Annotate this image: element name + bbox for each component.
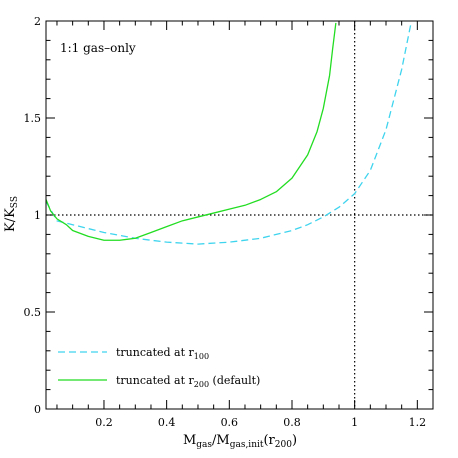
y-tick-label: 1 [34,209,41,222]
x-tick-label: 0.8 [283,416,301,429]
legend: truncated at r100 truncated at r200 (def… [58,346,260,389]
y-tick-label: 0 [34,403,41,416]
annotation-label: 1:1 gas–only [60,41,136,55]
series-line-1 [45,22,337,241]
y-axis-title: K/KSS [3,196,20,232]
series-lines [45,22,412,245]
reference-lines [46,21,433,409]
x-tick-label: 0.4 [158,416,176,429]
y-tick-label: 1.5 [24,112,42,125]
x-tick-label: 0.6 [221,416,239,429]
legend-text-truncated-r200: truncated at r200 (default) [116,374,260,389]
plot-frame [45,20,434,410]
y-tick-label: 0.5 [24,306,42,319]
x-tick-label: 1 [351,416,358,429]
y-tick-label: 2 [34,15,41,28]
legend-text-truncated-r100: truncated at r100 [116,346,209,361]
x-axis-title: Mgas/Mgas,init(r200) [183,433,297,450]
axis-ticks: 0.2 0.4 0.6 0.8 1 1.2 0 0.5 1 1.5 2 [24,15,434,429]
series-line-0 [45,22,412,245]
x-tick-label: 1.2 [409,416,427,429]
x-tick-label: 0.2 [95,416,113,429]
